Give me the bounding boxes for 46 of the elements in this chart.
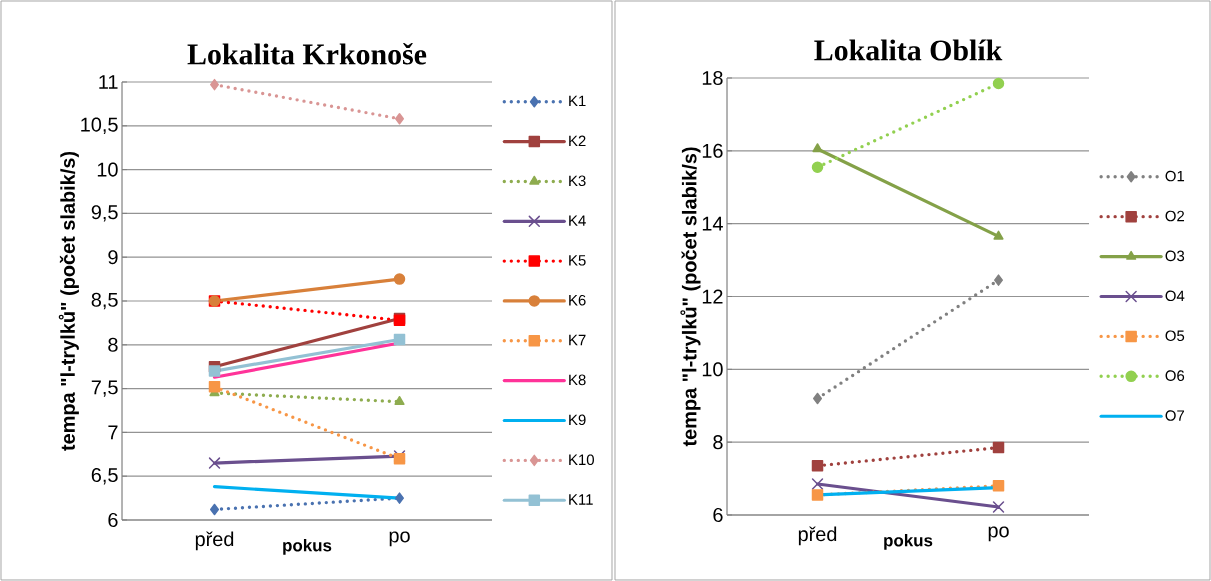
y-tick-label: 8,5 (91, 292, 118, 310)
x-tick-label: po (988, 526, 1009, 542)
y-tick-label: 18 (702, 70, 723, 86)
chart-title: Lokalita Oblík (814, 39, 1003, 61)
y-tick-label: 8 (108, 337, 118, 352)
y-tick-label: 9,5 (91, 205, 118, 222)
legend-label: K10 (569, 454, 594, 466)
y-tick-label: 14 (702, 216, 723, 231)
chart-title: Lokalita Krkonoše (187, 43, 427, 65)
y-tick-label: 16 (702, 143, 723, 158)
y-tick-label: 6 (108, 512, 118, 528)
y-tick-label: 10,5 (81, 117, 118, 135)
legend-label: K6 (569, 294, 586, 306)
x-axis-title: pokus (884, 533, 933, 550)
legend-label: O3 (1165, 250, 1185, 262)
y-tick-label: 9 (108, 250, 118, 265)
x-axis-title: pokus (283, 538, 332, 555)
y-tick-label: 6 (713, 507, 723, 523)
y-tick-label: 7,5 (91, 380, 118, 397)
legend-label: K5 (569, 255, 586, 266)
y-tick-label: 8 (713, 435, 723, 450)
y-tick-label: 10 (97, 162, 118, 177)
y-tick-label: 6,5 (91, 467, 118, 485)
legend-label: O4 (1165, 290, 1185, 302)
y-tick-label: 7 (108, 425, 118, 440)
y-tick-label: 12 (702, 289, 723, 304)
legend-label: K8 (569, 374, 586, 386)
legend-label: K2 (569, 135, 586, 147)
legend-label: K11 (569, 494, 593, 505)
legend-label: O1 (1165, 170, 1185, 182)
legend-label: K4 (569, 215, 586, 226)
x-tick-label: před (798, 526, 837, 546)
legend-label: O5 (1165, 330, 1185, 342)
legend-label: K3 (569, 175, 586, 187)
legend-label: K7 (569, 334, 586, 346)
y-tick-label: 10 (702, 362, 723, 377)
legend-label: O7 (1165, 410, 1185, 421)
legend-label: O2 (1165, 210, 1185, 222)
y-axis-title: tempa "l-trylků" (počet slabik/s) (58, 151, 79, 451)
legend-label: K1 (569, 95, 586, 107)
x-tick-label: před (195, 531, 234, 551)
legend-label: O6 (1165, 370, 1185, 381)
x-tick-label: po (389, 531, 410, 547)
legend-label: K9 (569, 414, 586, 426)
y-tick-label: 11 (99, 75, 118, 89)
y-axis-title: tempa "l-trylků" (počet slabik/s) (680, 147, 701, 447)
